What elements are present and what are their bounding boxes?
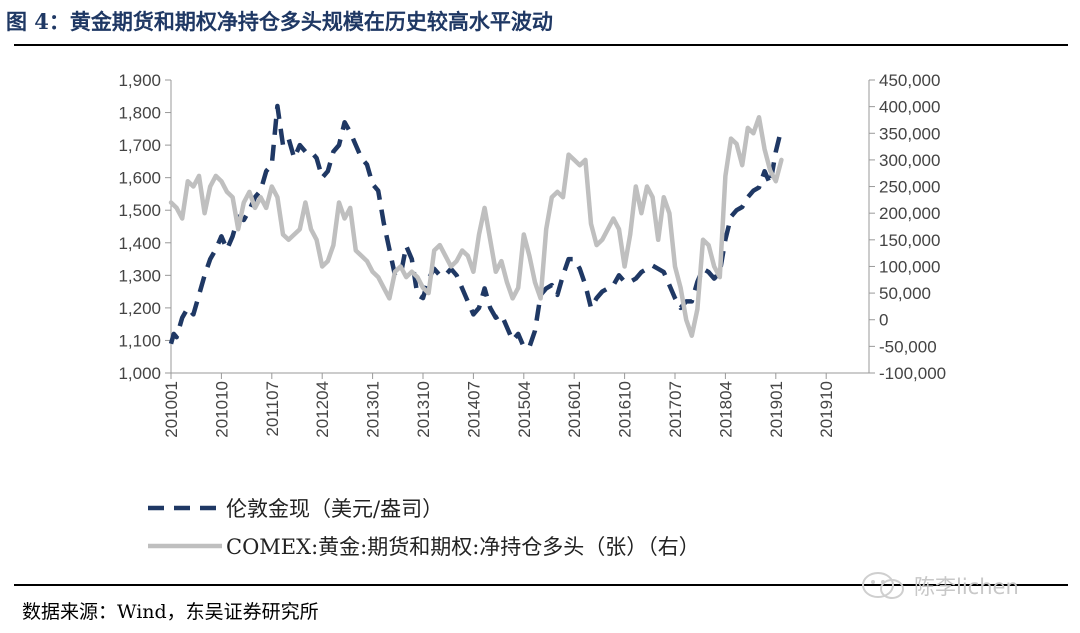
x-axis-tick-label: 201601 xyxy=(565,381,584,438)
x-axis-tick-label: 201910 xyxy=(817,381,836,438)
x-axis-tick-label: 201901 xyxy=(767,381,786,438)
left-axis-tick-label: 1,900 xyxy=(118,71,161,90)
right-axis-tick-label: 350,000 xyxy=(879,124,940,143)
x-axis-tick-label: 201610 xyxy=(616,381,635,438)
x-axis-tick-label: 201010 xyxy=(212,381,231,438)
right-axis-tick-label: -100,000 xyxy=(879,364,946,383)
right-axis-tick-label: 400,000 xyxy=(879,98,940,117)
left-axis-tick-label: 1,700 xyxy=(118,136,161,155)
x-axis-tick-label: 201301 xyxy=(364,381,383,438)
right-axis-tick-label: 50,000 xyxy=(879,284,931,303)
left-axis-tick-label: 1,400 xyxy=(118,234,161,253)
watermark-text: 陈李lichen xyxy=(914,575,1019,599)
left-axis-tick-label: 1,100 xyxy=(118,331,161,350)
chart-series xyxy=(168,103,784,350)
right-axis-tick-label: 0 xyxy=(879,311,888,330)
x-axis-tick-label: 201804 xyxy=(716,381,735,438)
left-axis-tick-label: 1,300 xyxy=(118,266,161,285)
left-axis-tick-label: 1,500 xyxy=(118,201,161,220)
right-axis-tick-label: -50,000 xyxy=(879,337,937,356)
x-axis-tick-label: 201310 xyxy=(414,381,433,438)
legend-label-comex-net-long: COMEX:黄金:期货和期权:净持仓多头（张）（右） xyxy=(226,535,700,559)
footer-divider xyxy=(14,584,1068,586)
left-axis-tick-label: 1,600 xyxy=(118,169,161,188)
x-axis-tick-label: 201707 xyxy=(666,381,685,438)
x-axis-tick-label: 201504 xyxy=(515,381,534,438)
series-line-comex-net-long xyxy=(168,115,784,338)
wechat-logo-icon xyxy=(862,572,904,599)
chart-legend: 伦敦金现（美元/盎司） COMEX:黄金:期货和期权:净持仓多头（张）（右） xyxy=(148,497,700,559)
right-axis-tick-label: 200,000 xyxy=(879,204,940,223)
right-axis-tick-label: 300,000 xyxy=(879,151,940,170)
x-axis-tick-label: 201107 xyxy=(263,381,282,436)
figure-title: 图 4：黄金期货和期权净持仓多头规模在历史较高水平波动 xyxy=(6,9,553,34)
legend-label-gold-price: 伦敦金现（美元/盎司） xyxy=(226,497,443,521)
title-divider xyxy=(14,44,1068,46)
left-axis-tick-label: 1,000 xyxy=(118,364,161,383)
series-line-gold-price xyxy=(168,103,784,350)
chart-axes: 1,000 1,100 1,200 1,300 1,400 1,500 1,600 1,700… xyxy=(118,71,946,438)
x-axis-tick-label: 201204 xyxy=(313,381,332,438)
right-axis-tick-label: 250,000 xyxy=(879,178,940,197)
right-axis-tick-label: 450,000 xyxy=(879,71,940,90)
right-axis-tick-label: 150,000 xyxy=(879,231,940,250)
line-chart: 1,000 1,100 1,200 1,300 1,400 1,500 1,600 1,700… xyxy=(118,71,946,559)
left-axis-tick-label: 1,800 xyxy=(118,104,161,123)
right-axis-tick-label: 100,000 xyxy=(879,257,940,276)
watermark: 陈李lichen xyxy=(858,568,1058,602)
data-source: 数据来源：Wind，东吴证券研究所 xyxy=(22,601,319,623)
x-axis-tick-label: 201001 xyxy=(162,381,181,438)
left-axis-tick-label: 1,200 xyxy=(118,299,161,318)
x-axis-tick-label: 201407 xyxy=(464,381,483,438)
